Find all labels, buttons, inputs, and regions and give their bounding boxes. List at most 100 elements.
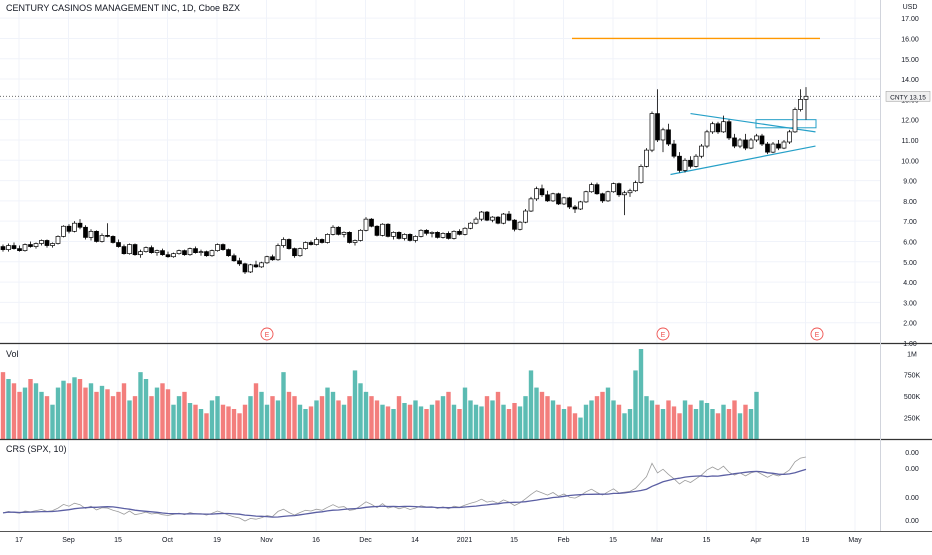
candle <box>600 192 605 203</box>
candle <box>468 222 473 230</box>
candle-down-body <box>457 230 462 235</box>
volume-bar <box>726 409 732 439</box>
candle-down-body <box>484 211 490 221</box>
volume-bar <box>715 413 721 439</box>
volume-bar <box>468 400 473 439</box>
candle-up-body <box>402 234 407 239</box>
candle <box>281 237 286 248</box>
volume-bar <box>28 379 33 439</box>
time-tick-label: 14 <box>411 537 419 544</box>
candle-up-body <box>748 139 754 149</box>
candle <box>523 209 528 224</box>
candle-up-body <box>462 227 468 235</box>
candle-up-body <box>325 234 330 243</box>
candle-down-body <box>17 248 22 251</box>
volume-bar <box>61 380 66 439</box>
candle-up-body <box>391 231 396 237</box>
volume-bar <box>138 372 143 439</box>
volume-bar <box>330 391 336 439</box>
candle <box>550 192 556 202</box>
price-tick-label: 6.00 <box>903 239 917 246</box>
earnings-marker: E <box>810 327 824 341</box>
candle-down-body <box>545 194 550 202</box>
candle <box>160 248 165 256</box>
volume-bar <box>0 372 6 439</box>
volume-bar <box>484 396 490 439</box>
candle-up-body <box>644 149 649 167</box>
candle <box>765 142 770 155</box>
volume-bar <box>462 387 468 439</box>
volume-bar <box>44 396 50 439</box>
candle <box>369 218 374 228</box>
candle-down-body <box>66 225 72 232</box>
volume-bar <box>259 391 264 439</box>
candle-up-body <box>468 222 473 229</box>
candle-down-body <box>600 193 605 202</box>
candle <box>611 182 616 193</box>
candle <box>787 129 792 145</box>
candle <box>671 139 677 159</box>
candle <box>517 221 523 231</box>
volume-bar <box>94 391 99 439</box>
volume-bar <box>325 387 330 439</box>
last-price-tag-text: CNTY 13.15 <box>890 94 926 101</box>
candle <box>759 133 765 147</box>
candle <box>50 242 55 248</box>
candle <box>721 115 726 133</box>
candle <box>94 230 99 243</box>
volume-bar <box>545 396 550 439</box>
symbol-title: CENTURY CASINOS MANAGEMENT INC, 1D, Cboe… <box>6 3 241 13</box>
candle-up-body <box>473 218 479 224</box>
candle-up-body <box>627 190 633 194</box>
candle <box>528 196 534 213</box>
candle <box>589 182 594 193</box>
candle <box>446 231 451 240</box>
price-tick-label: 4.00 <box>903 280 917 287</box>
candle-up-body <box>798 99 803 110</box>
candle-down-body <box>28 244 33 247</box>
candle-up-body <box>578 201 583 210</box>
candle-down-body <box>253 264 259 268</box>
candle <box>490 216 495 223</box>
candle-up-body <box>380 223 385 236</box>
volume-bar <box>660 409 666 439</box>
candle <box>330 225 336 236</box>
candle <box>39 239 44 246</box>
volume-bars[interactable] <box>0 349 759 439</box>
candle-up-body <box>215 244 220 251</box>
volume-bar <box>594 396 600 439</box>
volume-bar <box>402 403 407 439</box>
candle <box>462 227 468 236</box>
candle <box>704 129 710 149</box>
candle <box>308 240 314 246</box>
candle-down-body <box>616 183 622 196</box>
volume-bar <box>721 404 726 439</box>
candle-up-body <box>721 121 726 133</box>
candle-down-body <box>132 244 138 256</box>
candle <box>726 119 732 140</box>
time-tick-label: Mar <box>651 537 664 544</box>
volume-bar <box>308 406 314 439</box>
volume-bar <box>83 387 88 439</box>
volume-bar <box>638 349 644 439</box>
volume-bar <box>506 409 512 439</box>
candle-down-body <box>369 218 374 227</box>
candle <box>292 247 297 258</box>
volume-bar <box>358 383 363 439</box>
volume-bar <box>347 396 352 439</box>
volume-bar <box>407 404 413 439</box>
volume-bar <box>611 400 616 439</box>
candle <box>55 235 61 245</box>
candle <box>226 248 231 257</box>
candle <box>715 121 721 134</box>
candle <box>110 235 116 244</box>
candle-down-body <box>435 231 440 238</box>
candles[interactable] <box>0 87 809 274</box>
candle <box>512 219 517 232</box>
crs-label: CRS (SPX, 10) <box>6 444 67 454</box>
candle <box>336 226 341 236</box>
volume-bar <box>534 387 539 439</box>
candle-down-body <box>77 222 83 228</box>
price-tick-label: 10.00 <box>901 158 919 165</box>
